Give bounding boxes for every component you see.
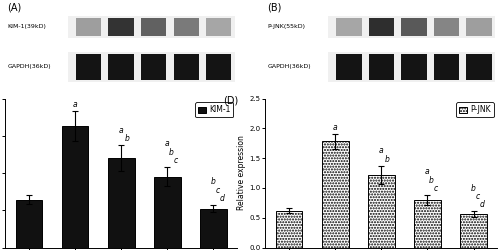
Bar [401,18,426,36]
Bar [434,54,459,80]
Bar [328,16,495,38]
Bar [108,18,134,36]
Text: (A): (A) [8,2,22,12]
Text: (B): (B) [268,2,282,12]
Bar [336,18,361,36]
Bar [206,54,232,80]
Text: b: b [471,184,476,192]
Bar [336,54,361,80]
Bar [154,177,180,248]
Legend: KIM-1: KIM-1 [196,102,234,118]
Bar [16,200,42,248]
Text: b: b [169,148,174,157]
Bar [434,18,459,36]
Bar [328,52,495,82]
Text: b: b [385,155,390,164]
Bar [368,175,394,248]
Bar [276,210,302,248]
Bar [322,142,348,248]
Bar [206,18,232,36]
Bar [76,54,102,80]
Bar [108,158,134,248]
Bar [368,54,394,80]
Text: b: b [124,134,130,143]
Text: a: a [333,123,338,132]
Text: a: a [165,140,170,148]
Text: c: c [476,192,480,201]
Text: KIM-1(39kD): KIM-1(39kD) [8,24,46,29]
Bar [174,18,199,36]
Bar [200,209,227,248]
Bar [68,16,235,38]
Text: d: d [219,194,224,203]
Text: GAPDH(36kD): GAPDH(36kD) [268,64,311,70]
Bar [108,54,134,80]
Bar [141,18,167,36]
Bar [68,52,235,82]
Bar [76,18,102,36]
Bar [174,54,199,80]
Bar [62,126,88,248]
Text: GAPDH(36kD): GAPDH(36kD) [8,64,51,70]
Text: c: c [216,186,220,194]
Text: a: a [119,126,124,135]
Bar [466,54,491,80]
Bar [141,54,167,80]
Y-axis label: Relative expression: Relative expression [238,136,246,210]
Text: c: c [174,156,178,165]
Text: d: d [480,200,484,209]
Legend: P-JNK: P-JNK [456,102,494,118]
Text: a: a [72,100,78,109]
Text: a: a [379,146,384,156]
Bar [414,200,441,248]
Text: (D): (D) [224,96,238,106]
Bar [401,54,426,80]
Bar [460,214,487,248]
Bar [466,18,491,36]
Text: c: c [434,184,438,193]
Text: P-JNK(55kD): P-JNK(55kD) [268,24,306,29]
Text: b: b [211,178,216,186]
Bar [368,18,394,36]
Text: a: a [425,168,430,176]
Text: b: b [429,176,434,185]
